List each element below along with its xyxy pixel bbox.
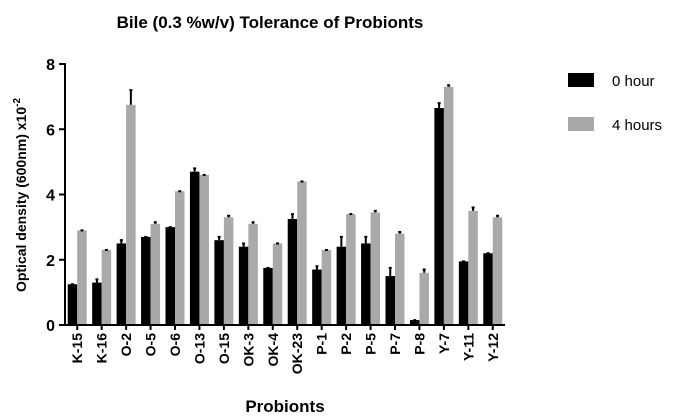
bar xyxy=(77,230,87,325)
x-axis-label: Probionts xyxy=(245,397,324,416)
x-tick-label: Y-11 xyxy=(460,333,476,361)
y-axis-label: Optical density (600nm) x10-2 xyxy=(12,98,29,293)
x-tick-label: OK-4 xyxy=(265,333,281,367)
bar xyxy=(272,243,283,325)
error-bar xyxy=(373,209,377,213)
error-bar xyxy=(153,221,157,224)
y-tick-label: 4 xyxy=(46,188,55,205)
bar xyxy=(126,104,136,325)
bar xyxy=(492,217,503,325)
legend-label: 4 hours xyxy=(612,117,662,134)
bar xyxy=(385,276,395,325)
x-tick-label: OK-3 xyxy=(240,333,256,367)
error-bar xyxy=(242,242,246,247)
bar xyxy=(92,282,102,325)
error-bar xyxy=(422,268,426,273)
bar xyxy=(312,269,322,325)
bar xyxy=(141,236,151,325)
y-axis-label-superscript: -2 xyxy=(12,98,23,107)
x-tick-label: K-16 xyxy=(94,333,110,364)
chart-title: Bile (0.3 %w/v) Tolerance of Probionts xyxy=(117,13,424,32)
bar xyxy=(248,223,258,325)
error-bar xyxy=(290,213,294,219)
bar xyxy=(346,214,356,325)
bar xyxy=(297,181,307,325)
bar xyxy=(361,243,371,325)
bar xyxy=(409,320,420,325)
x-tick-label: K-15 xyxy=(69,333,85,364)
x-tick-label: P-1 xyxy=(314,333,330,355)
x-tick-label: P-7 xyxy=(387,333,403,355)
x-tick-label: O-15 xyxy=(216,333,232,364)
bar xyxy=(199,174,209,325)
bar xyxy=(116,243,127,325)
x-tick-label: Y-7 xyxy=(436,333,452,354)
error-bar xyxy=(398,231,402,234)
bar xyxy=(370,212,381,325)
bar xyxy=(263,267,273,325)
error-bar xyxy=(251,221,255,224)
error-bar xyxy=(471,206,475,211)
legend-swatch xyxy=(568,73,594,87)
x-tick-label: Y-12 xyxy=(485,333,501,362)
bar xyxy=(175,191,185,325)
bar xyxy=(419,272,429,325)
bar xyxy=(336,246,347,325)
bar xyxy=(67,284,78,325)
bar xyxy=(458,261,469,325)
error-bar xyxy=(227,214,231,218)
bar xyxy=(395,233,405,325)
error-bar xyxy=(217,235,221,241)
error-bar xyxy=(496,214,500,218)
y-tick-label: 0 xyxy=(46,318,55,335)
error-bar xyxy=(388,266,392,277)
legend-label: 0 hour xyxy=(612,73,655,90)
error-bar xyxy=(437,102,441,109)
y-tick-label: 2 xyxy=(46,253,55,270)
bar xyxy=(321,249,332,325)
x-tick-label: O-13 xyxy=(191,333,207,364)
legend-swatch xyxy=(568,117,594,131)
bar xyxy=(165,227,175,325)
bar xyxy=(189,171,200,325)
y-axis-label-text: Optical density (600nm) x10 xyxy=(13,107,29,292)
error-bar xyxy=(315,265,319,270)
bar xyxy=(287,218,298,325)
error-bar xyxy=(119,239,123,244)
error-bar xyxy=(95,278,99,283)
error-bar xyxy=(339,235,343,247)
error-bar xyxy=(364,235,368,244)
x-tick-label: O-5 xyxy=(143,333,159,357)
y-tick-label: 8 xyxy=(46,57,55,74)
x-tick-label: P-5 xyxy=(363,333,379,355)
bar xyxy=(443,86,454,326)
bar xyxy=(150,223,161,325)
bar xyxy=(238,246,249,325)
bar xyxy=(434,108,444,325)
bar xyxy=(214,240,224,325)
error-bar xyxy=(447,84,451,87)
bar xyxy=(468,210,478,325)
x-tick-label: O-2 xyxy=(118,333,134,357)
y-tick-label: 6 xyxy=(46,122,55,139)
x-tick-label: O-6 xyxy=(167,333,183,357)
x-tick-label: P-8 xyxy=(411,333,427,355)
error-bar xyxy=(193,167,197,172)
x-tick-label: P-2 xyxy=(338,333,354,355)
bar xyxy=(101,249,112,325)
bar xyxy=(483,253,493,325)
bar xyxy=(223,217,234,325)
x-tick-label: OK-23 xyxy=(289,333,305,374)
error-bar xyxy=(129,89,133,105)
